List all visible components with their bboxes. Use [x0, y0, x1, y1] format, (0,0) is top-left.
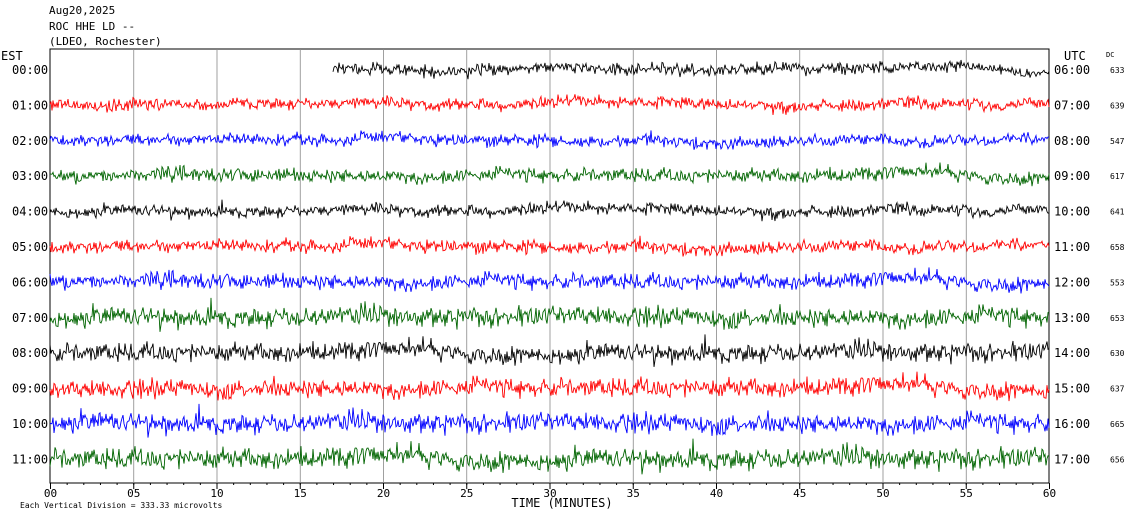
x-tick-label: 35	[627, 487, 640, 500]
est-hour-label: 05:00	[12, 240, 48, 254]
trace-line	[49, 162, 1050, 187]
est-hour-label: 09:00	[12, 382, 48, 396]
dc-offset-label: 653	[1110, 314, 1125, 323]
est-hour-label: 06:00	[12, 275, 48, 289]
trace-line	[49, 403, 1050, 438]
axis-labels: 00 05 10 15 20 25 30 35 40 45 50 55 60 TIME (MINUTES)…	[1, 49, 1125, 510]
dc-offset-label: 665	[1110, 420, 1125, 429]
x-tick-label: 45	[793, 487, 806, 500]
dc-offset-label: 553	[1110, 278, 1125, 287]
plot-date: Aug20,2025	[49, 4, 116, 17]
est-hour-label: 00:00	[12, 63, 48, 77]
dc-offset-label: 658	[1110, 243, 1125, 252]
network-name: (LDEO, Rochester)	[49, 35, 162, 48]
est-hour-label: 03:00	[12, 169, 48, 183]
utc-hour-label: 16:00	[1054, 417, 1090, 431]
vertical-division-note: Each Vertical Division = 333.33 microvol…	[20, 501, 222, 510]
est-hour-label: 04:00	[12, 205, 48, 219]
trace-line	[49, 334, 1050, 367]
utc-hour-label: 15:00	[1054, 382, 1090, 396]
utc-hour-label: 12:00	[1054, 275, 1090, 289]
trace-line	[49, 297, 1050, 332]
station-code: ROC HHE LD --	[49, 20, 136, 33]
utc-hour-label: 09:00	[1054, 169, 1090, 183]
utc-hour-label: 14:00	[1054, 346, 1090, 360]
dc-offset-label: 637	[1110, 385, 1125, 394]
trace-line	[49, 267, 1050, 294]
x-tick-label: 60	[1043, 487, 1056, 500]
utc-hour-label: 08:00	[1054, 134, 1090, 148]
x-tick-label: 50	[876, 487, 889, 500]
grid-lines	[49, 48, 1050, 489]
dc-label: DC	[1106, 51, 1114, 59]
utc-axis-label: UTC	[1064, 49, 1086, 63]
x-tick-label: 00	[44, 487, 57, 500]
utc-hour-label: 07:00	[1054, 98, 1090, 112]
utc-hour-label: 10:00	[1054, 205, 1090, 219]
trace-line	[332, 59, 1050, 80]
dc-offset-label: 630	[1110, 349, 1125, 358]
dc-offset-label: 656	[1110, 455, 1125, 464]
dc-offset-label: 617	[1110, 172, 1125, 181]
x-tick-label: 05	[127, 487, 140, 500]
x-tick-label: 10	[210, 487, 223, 500]
utc-hour-label: 11:00	[1054, 240, 1090, 254]
trace-line	[49, 438, 1050, 475]
dc-offset-label: 641	[1110, 208, 1125, 217]
est-hour-label: 02:00	[12, 134, 48, 148]
x-tick-label: 15	[294, 487, 307, 500]
seismic-traces	[49, 59, 1050, 475]
utc-hour-label: 17:00	[1054, 452, 1090, 466]
trace-line	[49, 199, 1050, 222]
est-hour-label: 01:00	[12, 98, 48, 112]
est-axis-label: EST	[1, 49, 23, 63]
trace-line	[49, 371, 1050, 402]
dc-offset-label: 639	[1110, 101, 1125, 110]
trace-line	[49, 94, 1050, 116]
dc-offset-label: 547	[1110, 137, 1125, 146]
est-hour-label: 08:00	[12, 346, 48, 360]
est-hour-label: 11:00	[12, 452, 48, 466]
x-axis-title: TIME (MINUTES)	[511, 496, 612, 510]
utc-hour-label: 13:00	[1054, 311, 1090, 325]
trace-line	[49, 235, 1050, 257]
x-tick-label: 40	[710, 487, 723, 500]
trace-line	[49, 130, 1050, 151]
utc-hour-label: 06:00	[1054, 63, 1090, 77]
x-tick-label: 30	[543, 487, 556, 500]
x-tick-label: 25	[460, 487, 473, 500]
est-hour-label: 10:00	[12, 417, 48, 431]
x-tick-label: 55	[960, 487, 973, 500]
dc-offset-label: 633	[1110, 66, 1125, 75]
est-hour-label: 07:00	[12, 311, 48, 325]
x-tick-label: 20	[377, 487, 390, 500]
